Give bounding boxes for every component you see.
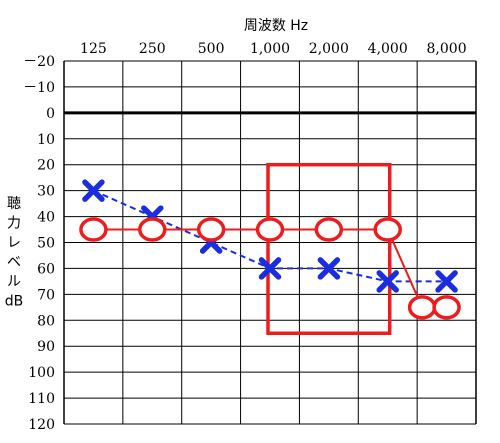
x-tick-label: 500: [198, 41, 225, 57]
y-tick-label: 70: [37, 287, 55, 303]
y-tick-label: 40: [37, 210, 55, 226]
y-tick-label: 90: [37, 339, 55, 355]
y-tick-label: 30: [37, 184, 55, 200]
data-point-circle: [196, 217, 226, 242]
data-point-circle: [138, 217, 167, 242]
data-point-cross: [82, 179, 105, 202]
y-tick-label: －20: [23, 54, 55, 70]
y-axis-title-char: ル: [7, 274, 21, 290]
highlight-box-layer: [266, 162, 392, 335]
y-tick-label: 80: [37, 313, 55, 329]
series-cross: [82, 179, 458, 293]
y-tick-label: 100: [28, 365, 55, 381]
y-tick-label: 20: [37, 158, 55, 174]
data-point-circle: [432, 295, 461, 320]
y-tick-label: 50: [37, 236, 55, 252]
cross-stroke: [258, 257, 282, 280]
y-tick-label: －10: [23, 80, 55, 96]
y-axis-title-char: レ: [7, 235, 21, 251]
grid: [63, 60, 477, 425]
data-point-cross: [435, 270, 458, 293]
data-point-cross: [376, 270, 399, 293]
x-axis-title: 周波数 Hz: [244, 18, 308, 34]
series-circle: [79, 217, 461, 320]
cross-stroke: [435, 270, 458, 293]
x-tick-label: 125: [80, 41, 107, 57]
data-point-circle: [79, 217, 108, 242]
x-tick-label: 250: [139, 41, 166, 57]
y-tick-label: 10: [37, 132, 55, 148]
highlight-box: [266, 162, 392, 335]
x-tick-label: 8,000: [427, 41, 467, 57]
y-axis-title-char: 力: [7, 216, 21, 232]
y-axis-title-char: ベ: [7, 255, 21, 271]
data-point-cross: [258, 257, 282, 280]
y-tick-label: 110: [28, 391, 55, 407]
y-tick-label: 60: [37, 261, 55, 277]
series-layer: [79, 179, 461, 320]
data-point-cross: [317, 257, 341, 280]
data-point-circle: [314, 217, 344, 242]
y-axis-title-char: dB: [5, 294, 24, 310]
cross-stroke: [317, 257, 341, 280]
data-point-circle: [407, 295, 437, 320]
cross-stroke: [82, 179, 105, 202]
data-point-circle: [373, 217, 402, 242]
x-tick-label: 4,000: [368, 41, 408, 57]
data-point-circle: [255, 217, 285, 242]
x-tick-label: 1,000: [250, 41, 290, 57]
y-axis-title-char: 聴: [7, 196, 21, 212]
y-tick-label: 0: [46, 106, 55, 122]
y-tick-label: 120: [28, 417, 55, 433]
cross-stroke: [376, 270, 399, 293]
x-tick-label: 2,000: [309, 41, 349, 57]
